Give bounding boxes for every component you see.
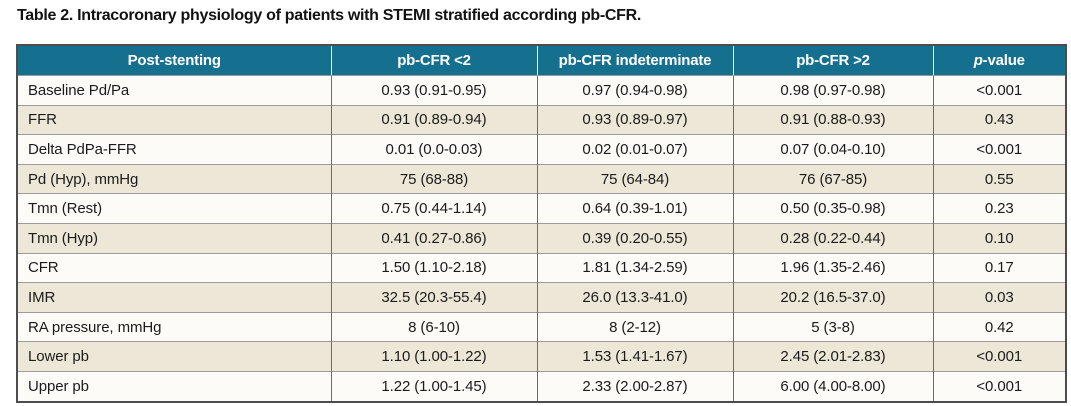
cell-value: 1.22 (1.00-1.45) (330, 370, 537, 402)
cell-value: 8 (2-12) (536, 311, 733, 342)
table-title: Table 2. Intracoronary physiology of pat… (17, 7, 642, 24)
cell-value: <0.001 (932, 341, 1066, 372)
cell-value: 2.45 (2.01-2.83) (732, 341, 933, 372)
cell-value: 0.42 (932, 311, 1066, 342)
row-label: Tmn (Rest) (17, 193, 331, 224)
table-row: CFR 1.50 (1.10-2.18) 1.81 (1.34-2.59) 1.96 … (17, 252, 1066, 283)
row-label: IMR (17, 282, 331, 313)
physiology-data-table: Post-stenting pb-CFR <2 pb-CFR indetermi… (16, 44, 1067, 403)
cell-value: 0.23 (932, 193, 1066, 224)
cell-value: 6.00 (4.00-8.00) (732, 370, 933, 402)
table-row: Delta PdPa-FFR 0.01 (0.0-0.03) 0.02 (0.01-… (17, 134, 1066, 165)
p-value-rest: -value (982, 52, 1025, 69)
cell-value: 0.43 (932, 104, 1066, 135)
cell-value: 0.55 (932, 163, 1066, 194)
cell-value: 0.39 (0.20-0.55) (536, 222, 733, 254)
cell-value: 0.41 (0.27-0.86) (330, 222, 537, 254)
cell-value: <0.001 (932, 370, 1066, 402)
cell-value: 26.0 (13.3-41.0) (536, 282, 733, 313)
cell-value: 0.64 (0.39-1.01) (536, 193, 733, 224)
table-row: IMR 32.5 (20.3-55.4) 26.0 (13.3-41.0) 20.2 … (17, 282, 1066, 313)
table-row: Baseline Pd/Pa 0.93 (0.91-0.95) 0.97 (0.94… (17, 75, 1066, 106)
header-row: Post-stenting pb-CFR <2 pb-CFR indetermi… (17, 45, 1066, 76)
table-row: FFR 0.91 (0.89-0.94) 0.93 (0.89-0.97) 0.91 … (17, 104, 1066, 135)
cell-value: 0.07 (0.04-0.10) (732, 134, 933, 165)
cell-value: 0.93 (0.89-0.97) (536, 104, 733, 135)
cell-value: 2.33 (2.00-2.87) (536, 370, 733, 402)
cell-value: 0.02 (0.01-0.07) (536, 134, 733, 165)
column-header-pb-cfr-indeterminate: pb-CFR indeterminate (536, 45, 733, 76)
row-label: Tmn (Hyp) (17, 222, 331, 254)
cell-value: 75 (64-84) (536, 163, 733, 194)
cell-value: 1.53 (1.41-1.67) (536, 341, 733, 372)
cell-value: 1.96 (1.35-2.46) (732, 252, 933, 283)
table-row: Pd (Hyp), mmHg 75 (68-88) 75 (64-84) 76 (67… (17, 163, 1066, 194)
cell-value: <0.001 (932, 75, 1066, 106)
cell-value: 0.01 (0.0-0.03) (330, 134, 537, 165)
p-value-italic-p: p (973, 52, 983, 69)
row-label: Delta PdPa-FFR (17, 134, 331, 165)
column-header-pb-cfr-lt2: pb-CFR <2 (330, 45, 537, 76)
cell-value: 0.10 (932, 222, 1066, 254)
cell-value: 5 (3-8) (732, 311, 933, 342)
cell-value: 0.93 (0.91-0.95) (330, 75, 537, 106)
table-row: Tmn (Rest) 0.75 (0.44-1.14) 0.64 (0.39-1.0… (17, 193, 1066, 224)
cell-value: 1.50 (1.10-2.18) (330, 252, 537, 283)
table-row: Upper pb 1.22 (1.00-1.45) 2.33 (2.00-2.87)… (17, 370, 1066, 402)
cell-value: 0.97 (0.94-0.98) (536, 75, 733, 106)
cell-value: 75 (68-88) (330, 163, 537, 194)
row-label: Lower pb (17, 341, 331, 372)
row-label: Pd (Hyp), mmHg (17, 163, 331, 194)
cell-value: 0.03 (932, 282, 1066, 313)
cell-value: 0.91 (0.88-0.93) (732, 104, 933, 135)
table-body: Baseline Pd/Pa 0.93 (0.91-0.95) 0.97 (0.94… (17, 75, 1066, 402)
cell-value: 20.2 (16.5-37.0) (732, 282, 933, 313)
column-header-pb-cfr-gt2: pb-CFR >2 (732, 45, 933, 76)
cell-value: 8 (6-10) (330, 311, 537, 342)
cell-value: 0.28 (0.22-0.44) (732, 222, 933, 254)
cell-value: 1.10 (1.00-1.22) (330, 341, 537, 372)
table-row: RA pressure, mmHg 8 (6-10) 8 (2-12) 5 (3-8)… (17, 311, 1066, 342)
row-label: RA pressure, mmHg (17, 311, 331, 342)
column-header-p-value: p-value (932, 45, 1066, 76)
cell-value: 0.50 (0.35-0.98) (732, 193, 933, 224)
column-header-post-stenting: Post-stenting (17, 45, 331, 76)
cell-value: 76 (67-85) (732, 163, 933, 194)
cell-value: 1.81 (1.34-2.59) (536, 252, 733, 283)
cell-value: 0.17 (932, 252, 1066, 283)
cell-value: 0.91 (0.89-0.94) (330, 104, 537, 135)
cell-value: 0.98 (0.97-0.98) (732, 75, 933, 106)
cell-value: 0.75 (0.44-1.14) (330, 193, 537, 224)
cell-value: <0.001 (932, 134, 1066, 165)
row-label: Baseline Pd/Pa (28, 81, 130, 99)
row-label: CFR (17, 252, 331, 283)
table-row: Lower pb 1.10 (1.00-1.22) 1.53 (1.41-1.67)… (17, 341, 1066, 372)
row-label: FFR (17, 104, 331, 135)
cell-value: 32.5 (20.3-55.4) (330, 282, 537, 313)
table-row: Tmn (Hyp) 0.41 (0.27-0.86) 0.39 (0.20-0.55… (17, 222, 1066, 254)
row-label: Upper pb (17, 370, 331, 402)
